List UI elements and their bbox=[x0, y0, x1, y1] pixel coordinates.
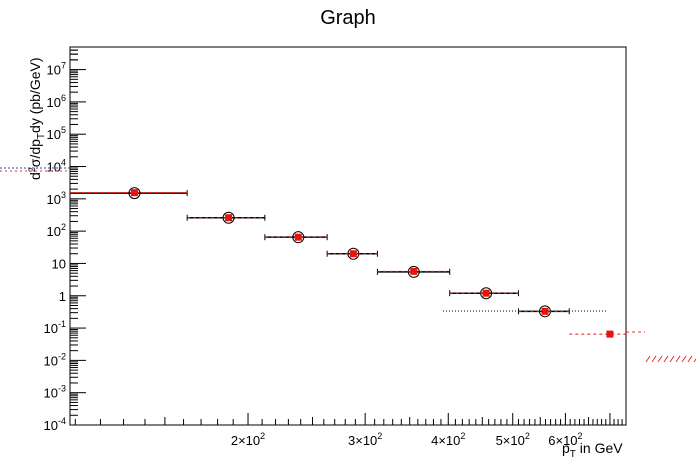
data-point-square bbox=[225, 214, 233, 222]
y-tick-exponent: -1 bbox=[58, 319, 66, 329]
x-tick-mantissa: 3×10 bbox=[348, 433, 377, 448]
data-point-square bbox=[294, 233, 302, 241]
hatch-mark bbox=[681, 355, 687, 363]
y-tick-label: 107 bbox=[47, 61, 66, 78]
y-tick-mantissa: 10 bbox=[47, 160, 61, 175]
hatch-mark bbox=[693, 358, 696, 363]
y-axis-title-sub: T bbox=[36, 133, 47, 139]
x-tick-exponent: 2 bbox=[377, 431, 382, 441]
data-point-square bbox=[130, 189, 138, 197]
plot-frame bbox=[69, 46, 627, 426]
x-tick-mantissa: 2×10 bbox=[231, 433, 260, 448]
y-tick-label: 10 bbox=[52, 256, 66, 271]
hatch-mark bbox=[651, 355, 657, 363]
x-tick-label: 5×102 bbox=[496, 431, 530, 448]
y-tick-exponent: 6 bbox=[61, 93, 66, 103]
y-tick-mantissa: 10 bbox=[52, 256, 66, 271]
x-tick-mantissa: 4×10 bbox=[431, 433, 460, 448]
x-tick-label: 6×102 bbox=[548, 431, 582, 448]
axes bbox=[69, 46, 627, 426]
y-tick-mantissa: 10 bbox=[44, 386, 58, 401]
y-tick-label: 10-1 bbox=[44, 319, 66, 336]
x-tick-label: 3×102 bbox=[348, 431, 382, 448]
data-point-circle bbox=[222, 211, 235, 224]
chart-title: Graph bbox=[320, 7, 376, 29]
x-tick-label: 4×102 bbox=[431, 431, 465, 448]
y-tick-label: 1 bbox=[59, 289, 66, 304]
data-point-square bbox=[541, 307, 549, 315]
y-tick-label: 102 bbox=[47, 222, 66, 239]
y-tick-exponent: -2 bbox=[58, 351, 66, 361]
y-tick-mantissa: 10 bbox=[47, 224, 61, 239]
y-tick-exponent: 3 bbox=[61, 190, 66, 200]
x-tick-exponent: 2 bbox=[525, 431, 530, 441]
hatch-mark bbox=[675, 355, 681, 363]
x-tick-label: 2×102 bbox=[231, 431, 265, 448]
data-point-circle bbox=[407, 265, 420, 278]
y-tick-mantissa: 10 bbox=[47, 63, 61, 78]
y-tick-label: 104 bbox=[47, 158, 66, 175]
y-tick-label: 10-2 bbox=[44, 351, 66, 368]
x-axis-title-rest: in GeV bbox=[576, 440, 623, 456]
x-axis-title-sub: T bbox=[570, 449, 576, 460]
hatch-mark bbox=[663, 355, 669, 363]
y-tick-label: 10-3 bbox=[44, 384, 66, 401]
x-axis-title: pT in GeV bbox=[562, 440, 623, 460]
y-tick-exponent: 4 bbox=[61, 158, 66, 168]
y-tick-mantissa: 10 bbox=[44, 321, 58, 336]
x-tick-exponent: 2 bbox=[578, 431, 583, 441]
y-axis-title: d2σ/dpTdy (pb/GeV) bbox=[27, 57, 47, 180]
y-tick-mantissa: 10 bbox=[47, 127, 61, 142]
hatch-mark bbox=[645, 355, 651, 363]
y-axis-title-part2: σ/dp bbox=[27, 139, 43, 167]
x-tick-exponent: 2 bbox=[260, 431, 265, 441]
y-tick-label: 10-4 bbox=[44, 416, 66, 433]
y-tick-exponent: 5 bbox=[61, 125, 66, 135]
y-axis-title-sup: 2 bbox=[27, 167, 37, 172]
y-tick-exponent: -3 bbox=[58, 384, 66, 394]
x-tick-exponent: 2 bbox=[460, 431, 465, 441]
y-tick-label: 106 bbox=[47, 93, 66, 110]
y-tick-exponent: -4 bbox=[58, 416, 66, 426]
y-tick-label: 105 bbox=[47, 125, 66, 142]
y-tick-mantissa: 1 bbox=[59, 289, 66, 304]
y-tick-mantissa: 10 bbox=[47, 95, 61, 110]
hatch-mark bbox=[669, 355, 675, 363]
data-point-circle bbox=[128, 187, 141, 200]
x-axis-title-main: p bbox=[562, 440, 570, 456]
y-tick-mantissa: 10 bbox=[47, 192, 61, 207]
y-tick-mantissa: 10 bbox=[44, 353, 58, 368]
x-tick-mantissa: 5×10 bbox=[496, 433, 525, 448]
x-axis-ticks: 2×102 3×102 4×102 5×102 6×102 bbox=[74, 413, 623, 448]
data-point-square bbox=[606, 330, 614, 338]
y-tick-exponent: 7 bbox=[61, 61, 66, 71]
data-points bbox=[69, 187, 626, 338]
y-axis-title-part1: d bbox=[27, 172, 43, 180]
y-tick-label: 103 bbox=[47, 190, 66, 207]
y-tick-mantissa: 10 bbox=[44, 418, 58, 433]
hatch-mark bbox=[687, 355, 693, 363]
stray-dashed-lines bbox=[0, 167, 696, 363]
hatch-mark bbox=[657, 355, 663, 363]
data-point-square bbox=[410, 267, 418, 275]
y-axis-title-part3: dy (pb/GeV) bbox=[27, 57, 43, 132]
y-tick-exponent: 2 bbox=[61, 222, 66, 232]
data-point-square bbox=[482, 289, 490, 297]
data-point-square bbox=[349, 250, 357, 258]
x-tick-mantissa: 6×10 bbox=[548, 433, 577, 448]
